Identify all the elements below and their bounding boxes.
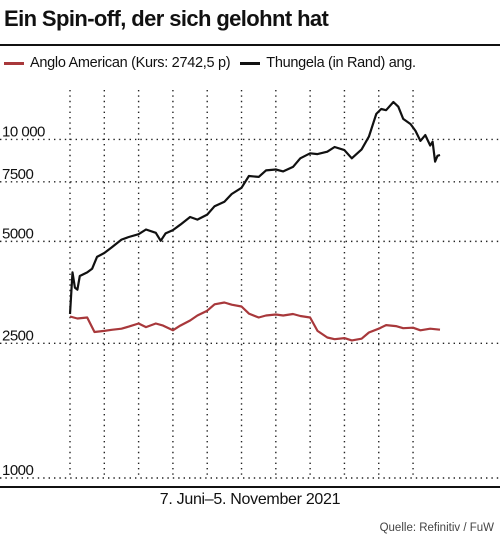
horizontal-gridlines (0, 138, 500, 479)
y-tick-label-0: 1000 (2, 462, 34, 479)
series-lines (68, 100, 441, 342)
y-axis-tick-labels: 1000 2500 5000 7500 10 000 (2, 123, 46, 479)
chart-title: Ein Spin-off, der sich gelohnt hat (4, 6, 329, 31)
date-range: 7. Juni–5. November 2021 (159, 491, 341, 508)
y-tick-label-2: 5000 (2, 225, 34, 242)
legend-label-thungela: Thungela (in Rand) ang. (266, 55, 416, 71)
legend-swatch-anglo (4, 61, 24, 65)
series-line-anglo-american (69, 301, 441, 342)
legend-item-anglo: Anglo American (Kurs: 2742,5 p) (4, 55, 231, 71)
top-rule (0, 44, 500, 46)
source-note: Quelle: Refinitiv / FuW (379, 522, 494, 534)
legend: Anglo American (Kurs: 2742,5 p) Thungela… (4, 55, 426, 71)
legend-item-thungela: Thungela (in Rand) ang. (240, 55, 416, 71)
bottom-rule (0, 486, 500, 488)
y-tick-label-1: 2500 (2, 327, 34, 344)
series-line-thungela (68, 100, 441, 315)
legend-label-anglo: Anglo American (Kurs: 2742,5 p) (30, 55, 231, 71)
legend-swatch-thungela (240, 61, 261, 65)
y-tick-label-3: 7500 (2, 166, 34, 183)
y-tick-label-4: 10 000 (2, 123, 45, 140)
